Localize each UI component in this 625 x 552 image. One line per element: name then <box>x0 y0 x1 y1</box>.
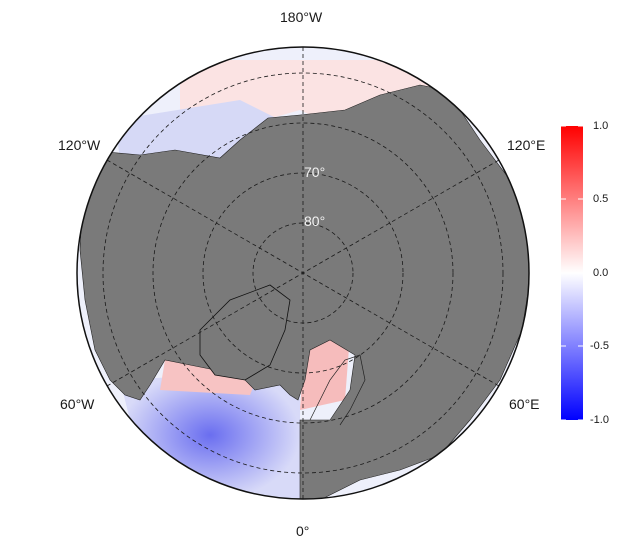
lon-label-120e: 120°E <box>507 137 546 153</box>
colorbar-tick-label: -1.0 <box>590 414 609 426</box>
map-border <box>76 46 530 500</box>
north-pacific-anomaly <box>180 60 430 150</box>
colorbar-ticks <box>561 125 583 421</box>
lon-label-60e: 60°E <box>509 396 540 412</box>
colorbar <box>561 126 583 420</box>
colorbar-tick-label: 0.5 <box>593 193 609 205</box>
scandinavia <box>309 354 366 426</box>
colorbar-tick-label: -0.5 <box>590 340 609 352</box>
graticule <box>102 47 504 499</box>
lon-label-120w: 120°W <box>58 137 101 153</box>
map-disc <box>77 47 529 499</box>
norwegian-sea-warm <box>300 335 350 410</box>
lon-label-180w: 180°W <box>280 9 323 25</box>
lat-label-70: 70° <box>304 164 326 180</box>
colorbar-tick-label: 1.0 <box>593 120 609 132</box>
lon-label-60w: 60°W <box>60 396 95 412</box>
landmass <box>79 84 529 499</box>
colorbar-tick-label: 0.0 <box>593 267 609 279</box>
lat-label-80: 80° <box>304 213 326 229</box>
greenland <box>199 284 291 381</box>
lon-label-0: 0° <box>296 523 310 539</box>
